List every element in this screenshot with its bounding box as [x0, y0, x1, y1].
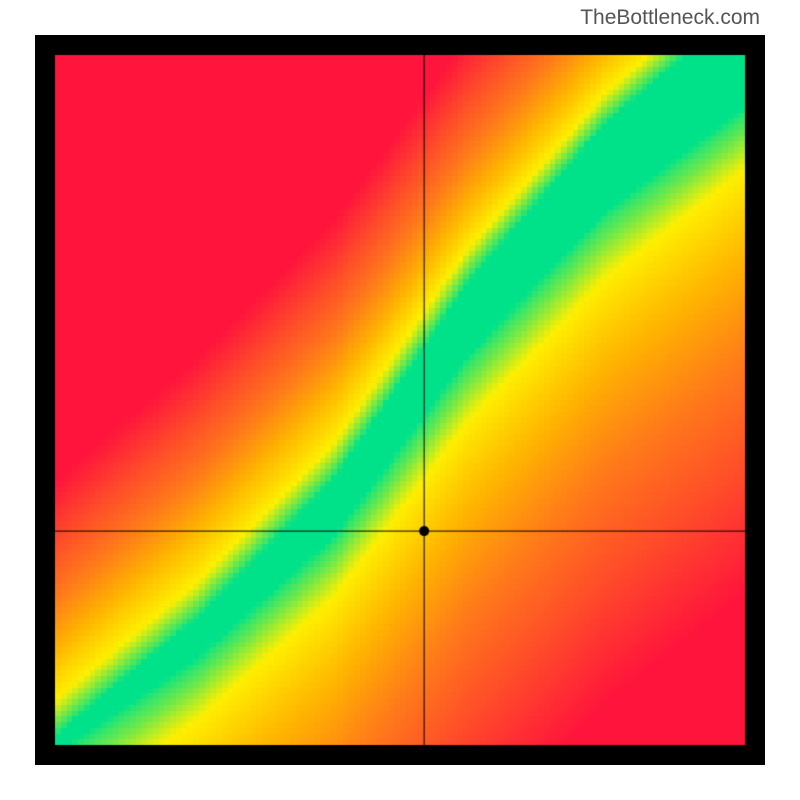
chart-container: TheBottleneck.com: [0, 0, 800, 800]
watermark-text: TheBottleneck.com: [580, 6, 760, 30]
heatmap-canvas: [35, 35, 765, 765]
plot-area: [35, 35, 765, 765]
